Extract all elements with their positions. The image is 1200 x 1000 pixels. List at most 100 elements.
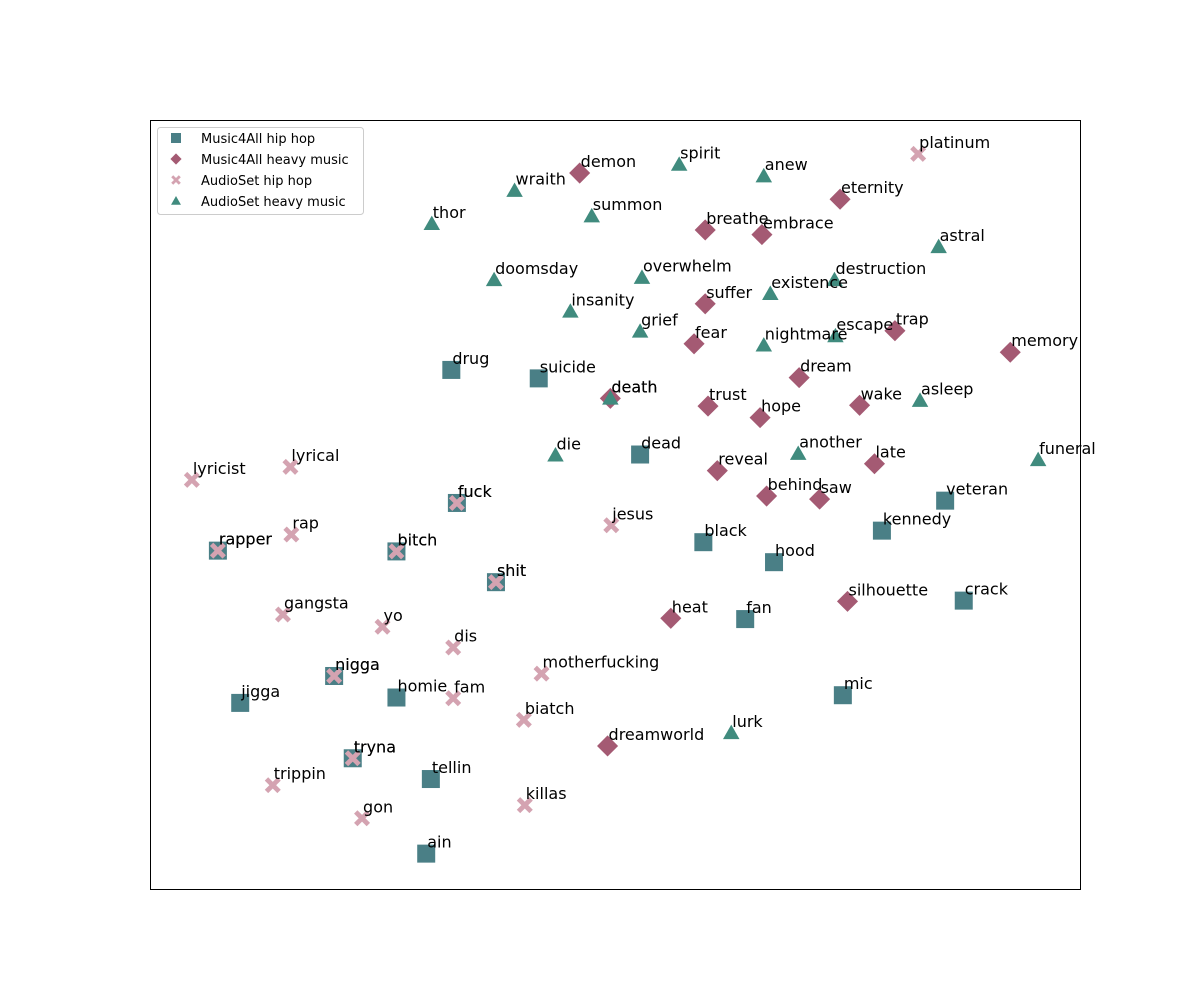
point-music4all-heavy-music-saw	[809, 488, 831, 510]
point-audioset-heavy-music-destruction	[826, 271, 843, 287]
point-audioset-heavy-music-summon	[583, 207, 600, 223]
label-music4all-heavy-music-dreamworld: dreamworld	[609, 725, 705, 744]
label-audioset-heavy-music-existence: existence	[771, 273, 848, 292]
label-music4all-heavy-music-suffer: suffer	[706, 283, 752, 302]
point-audioset-hip-hop-biatch	[515, 711, 532, 728]
point-music4all-heavy-music-behind	[756, 485, 778, 507]
point-audioset-heavy-music-overwhelm	[633, 269, 651, 284]
label-audioset-hip-hop-lyricist: lyricist	[193, 459, 246, 478]
label-audioset-hip-hop-fuck: fuck	[458, 482, 493, 501]
label-music4all-hip-hop-suicide: suicide	[540, 357, 596, 376]
point-audioset-hip-hop-nigga	[326, 667, 343, 684]
label-audioset-hip-hop-trippin: trippin	[274, 764, 326, 783]
point-audioset-hip-hop-jesus	[603, 517, 620, 534]
point-audioset-heavy-music-anew	[755, 167, 773, 183]
label-audioset-hip-hop-tryna: tryna	[354, 737, 396, 756]
point-music4all-hip-hop-kennedy	[872, 521, 891, 540]
data-labels: drug suicide dead fuck rapper bitch shit black h…	[193, 133, 1096, 852]
label-audioset-heavy-music-another: another	[799, 433, 862, 452]
legend-label-audioset-heavy-music: AudioSet heavy music	[201, 195, 346, 210]
point-music4all-hip-hop-jigga	[231, 693, 250, 712]
point-audioset-heavy-music-doomsday	[485, 271, 503, 287]
label-music4all-hip-hop-bitch: bitch	[397, 530, 437, 549]
point-audioset-hip-hop-gangsta	[274, 606, 291, 623]
label-audioset-heavy-music-asleep: asleep	[921, 380, 973, 399]
label-music4all-heavy-music-behind: behind	[768, 475, 823, 494]
label-audioset-heavy-music-die: die	[556, 434, 580, 453]
legend-label-audioset-hip-hop: AudioSet hip hop	[201, 174, 312, 189]
legend-marker-audioset-heavy-music	[171, 196, 181, 205]
point-music4all-heavy-music-hope	[749, 407, 771, 429]
label-music4all-heavy-music-demon: demon	[581, 152, 637, 171]
label-audioset-hip-hop-yo: yo	[384, 606, 403, 625]
point-audioset-heavy-music-nightmare	[755, 337, 773, 352]
label-audioset-heavy-music-funeral: funeral	[1039, 439, 1096, 458]
label-audioset-heavy-music-doomsday: doomsday	[495, 259, 578, 278]
point-music4all-heavy-music-suffer	[694, 293, 716, 315]
point-audioset-hip-hop-lyricist	[183, 471, 200, 488]
label-audioset-heavy-music-lurk: lurk	[732, 712, 763, 731]
point-audioset-heavy-music-another	[789, 445, 807, 460]
label-music4all-hip-hop-fuck: fuck	[458, 482, 493, 501]
point-audioset-hip-hop-motherfucking	[533, 665, 550, 682]
label-music4all-heavy-music-dream: dream	[800, 357, 852, 376]
label-audioset-heavy-music-summon: summon	[593, 195, 663, 214]
label-audioset-hip-hop-rapper: rapper	[219, 530, 273, 549]
label-music4all-heavy-music-trust: trust	[709, 385, 747, 404]
point-audioset-heavy-music-lurk	[723, 724, 740, 740]
label-audioset-hip-hop-motherfucking: motherfucking	[543, 653, 660, 672]
label-audioset-heavy-music-thor: thor	[433, 203, 466, 222]
label-audioset-heavy-music-death: death	[611, 377, 657, 396]
point-audioset-heavy-music-die	[547, 447, 564, 462]
point-music4all-hip-hop-suicide	[529, 369, 548, 388]
legend-marker-music4all-heavy-music	[170, 153, 182, 165]
point-music4all-hip-hop-drug	[442, 360, 461, 379]
point-music4all-heavy-music-demon	[569, 162, 591, 184]
legend-marker-audioset-hip-hop	[171, 175, 181, 185]
label-audioset-heavy-music-nightmare: nightmare	[765, 324, 848, 343]
label-music4all-hip-hop-tellin: tellin	[432, 758, 472, 777]
label-audioset-hip-hop-jesus: jesus	[611, 504, 653, 523]
point-audioset-hip-hop-fam	[445, 690, 462, 707]
legend-marker-music4all-hip-hop	[171, 133, 181, 143]
label-music4all-hip-hop-drug: drug	[452, 349, 489, 368]
point-audioset-heavy-music-death	[602, 390, 619, 405]
label-music4all-heavy-music-memory: memory	[1011, 331, 1078, 350]
point-music4all-hip-hop-mic	[833, 686, 852, 705]
label-music4all-hip-hop-kennedy: kennedy	[883, 510, 951, 529]
point-audioset-heavy-music-spirit	[670, 156, 688, 171]
point-music4all-heavy-music-reveal	[706, 460, 728, 482]
point-audioset-heavy-music-thor	[423, 215, 441, 231]
label-music4all-hip-hop-black: black	[704, 521, 747, 540]
point-music4all-heavy-music-dream	[788, 367, 810, 389]
label-audioset-hip-hop-biatch: biatch	[525, 699, 575, 718]
point-music4all-heavy-music-eternity	[829, 188, 851, 210]
point-music4all-heavy-music-dreamworld	[597, 735, 619, 757]
label-music4all-heavy-music-heat: heat	[672, 597, 708, 616]
label-audioset-hip-hop-gon: gon	[363, 797, 393, 816]
point-music4all-heavy-music-silhouette	[836, 590, 859, 612]
point-audioset-hip-hop-yo	[374, 618, 391, 635]
label-audioset-hip-hop-rap: rap	[292, 513, 319, 532]
point-music4all-heavy-music-trap	[884, 320, 906, 342]
label-audioset-heavy-music-grief: grief	[641, 310, 678, 329]
point-audioset-heavy-music-escape	[827, 327, 844, 343]
label-audioset-hip-hop-lyrical: lyrical	[291, 446, 339, 465]
point-music4all-heavy-music-wake	[849, 394, 871, 416]
plot-frame	[150, 120, 1081, 890]
point-audioset-hip-hop-dis	[445, 639, 462, 656]
point-audioset-hip-hop-trippin	[264, 777, 281, 794]
point-audioset-hip-hop-fuck	[448, 494, 465, 511]
point-audioset-heavy-music-insanity	[562, 303, 579, 318]
label-music4all-heavy-music-saw: saw	[821, 478, 852, 497]
point-audioset-hip-hop-lyrical	[282, 458, 299, 475]
point-audioset-hip-hop-killas	[516, 797, 533, 814]
label-audioset-hip-hop-killas: killas	[526, 784, 567, 803]
point-music4all-hip-hop-ain	[417, 844, 436, 863]
label-music4all-hip-hop-veteran: veteran	[946, 480, 1008, 499]
point-audioset-heavy-music-asleep	[911, 392, 929, 407]
label-audioset-heavy-music-wraith: wraith	[516, 170, 566, 189]
point-audioset-heavy-music-wraith	[506, 182, 523, 197]
label-music4all-heavy-music-late: late	[875, 443, 905, 462]
